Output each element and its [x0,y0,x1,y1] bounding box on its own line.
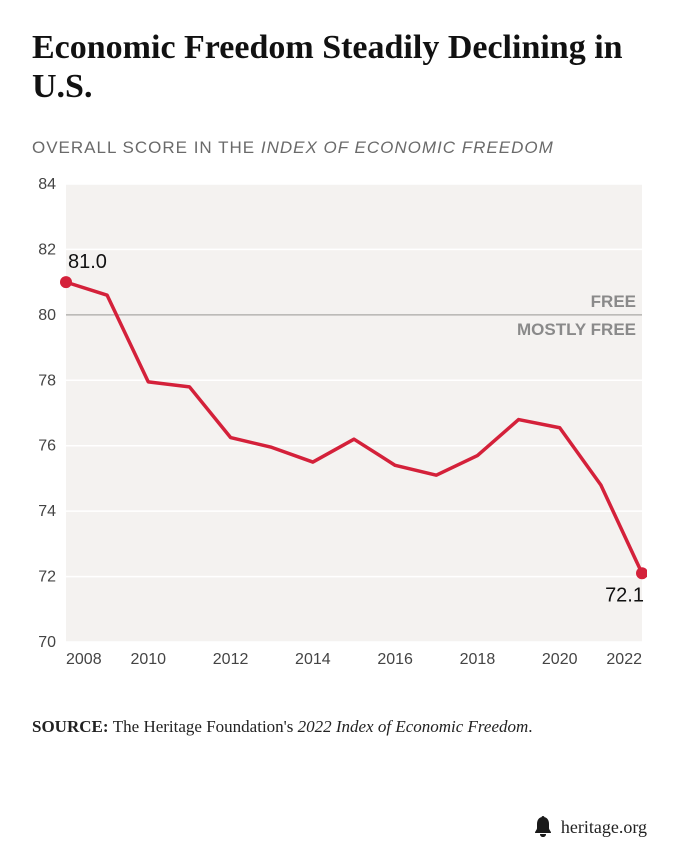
footer: heritage.org [533,816,647,838]
subtitle-prefix: OVERALL SCORE IN THE [32,138,261,157]
source-line: SOURCE: The Heritage Foundation's 2022 I… [32,717,647,737]
svg-text:82: 82 [38,242,56,259]
source-text-before: The Heritage Foundation's [113,717,298,736]
svg-text:78: 78 [38,372,56,389]
svg-text:2010: 2010 [130,651,166,668]
svg-text:2014: 2014 [295,651,331,668]
svg-text:70: 70 [38,634,56,651]
svg-text:2018: 2018 [460,651,496,668]
svg-text:80: 80 [38,307,56,324]
footer-site: heritage.org [561,817,647,838]
svg-text:2016: 2016 [377,651,413,668]
svg-text:FREE: FREE [591,292,636,311]
svg-text:2008: 2008 [66,651,102,668]
chart-svg: 70 72 74 76 78 80 82 84 FREE MOSTLY FREE 81.0 72.1 2… [32,172,647,677]
svg-text:2020: 2020 [542,651,578,668]
svg-text:72.1: 72.1 [605,584,644,606]
svg-text:84: 84 [38,176,56,193]
bell-icon [533,816,553,838]
figure-container: Economic Freedom Steadily Declining in U… [0,0,679,860]
source-text-italic: 2022 Index of Economic Freedom [298,717,529,736]
source-text-after: . [528,717,532,736]
svg-text:2022: 2022 [606,651,642,668]
svg-text:72: 72 [38,569,56,586]
line-chart: 70 72 74 76 78 80 82 84 FREE MOSTLY FREE 81.0 72.1 2… [32,172,647,677]
svg-text:74: 74 [38,503,56,520]
subtitle-italic: INDEX OF ECONOMIC FREEDOM [261,138,554,157]
svg-text:2012: 2012 [213,651,249,668]
svg-text:MOSTLY FREE: MOSTLY FREE [517,320,636,339]
source-label: SOURCE: [32,717,113,736]
chart-title: Economic Freedom Steadily Declining in U… [32,28,647,106]
svg-text:81.0: 81.0 [68,251,107,273]
svg-text:76: 76 [38,438,56,455]
chart-subtitle: OVERALL SCORE IN THE INDEX OF ECONOMIC F… [32,138,647,158]
